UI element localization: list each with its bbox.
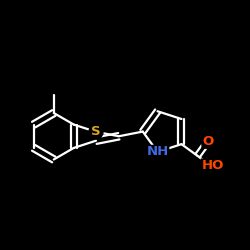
Circle shape [202,136,214,148]
Text: S: S [91,125,101,138]
Text: O: O [202,135,213,148]
Circle shape [205,159,220,174]
Text: HO: HO [201,159,224,172]
Circle shape [89,125,103,139]
Text: NH: NH [146,146,169,158]
Circle shape [150,145,164,159]
